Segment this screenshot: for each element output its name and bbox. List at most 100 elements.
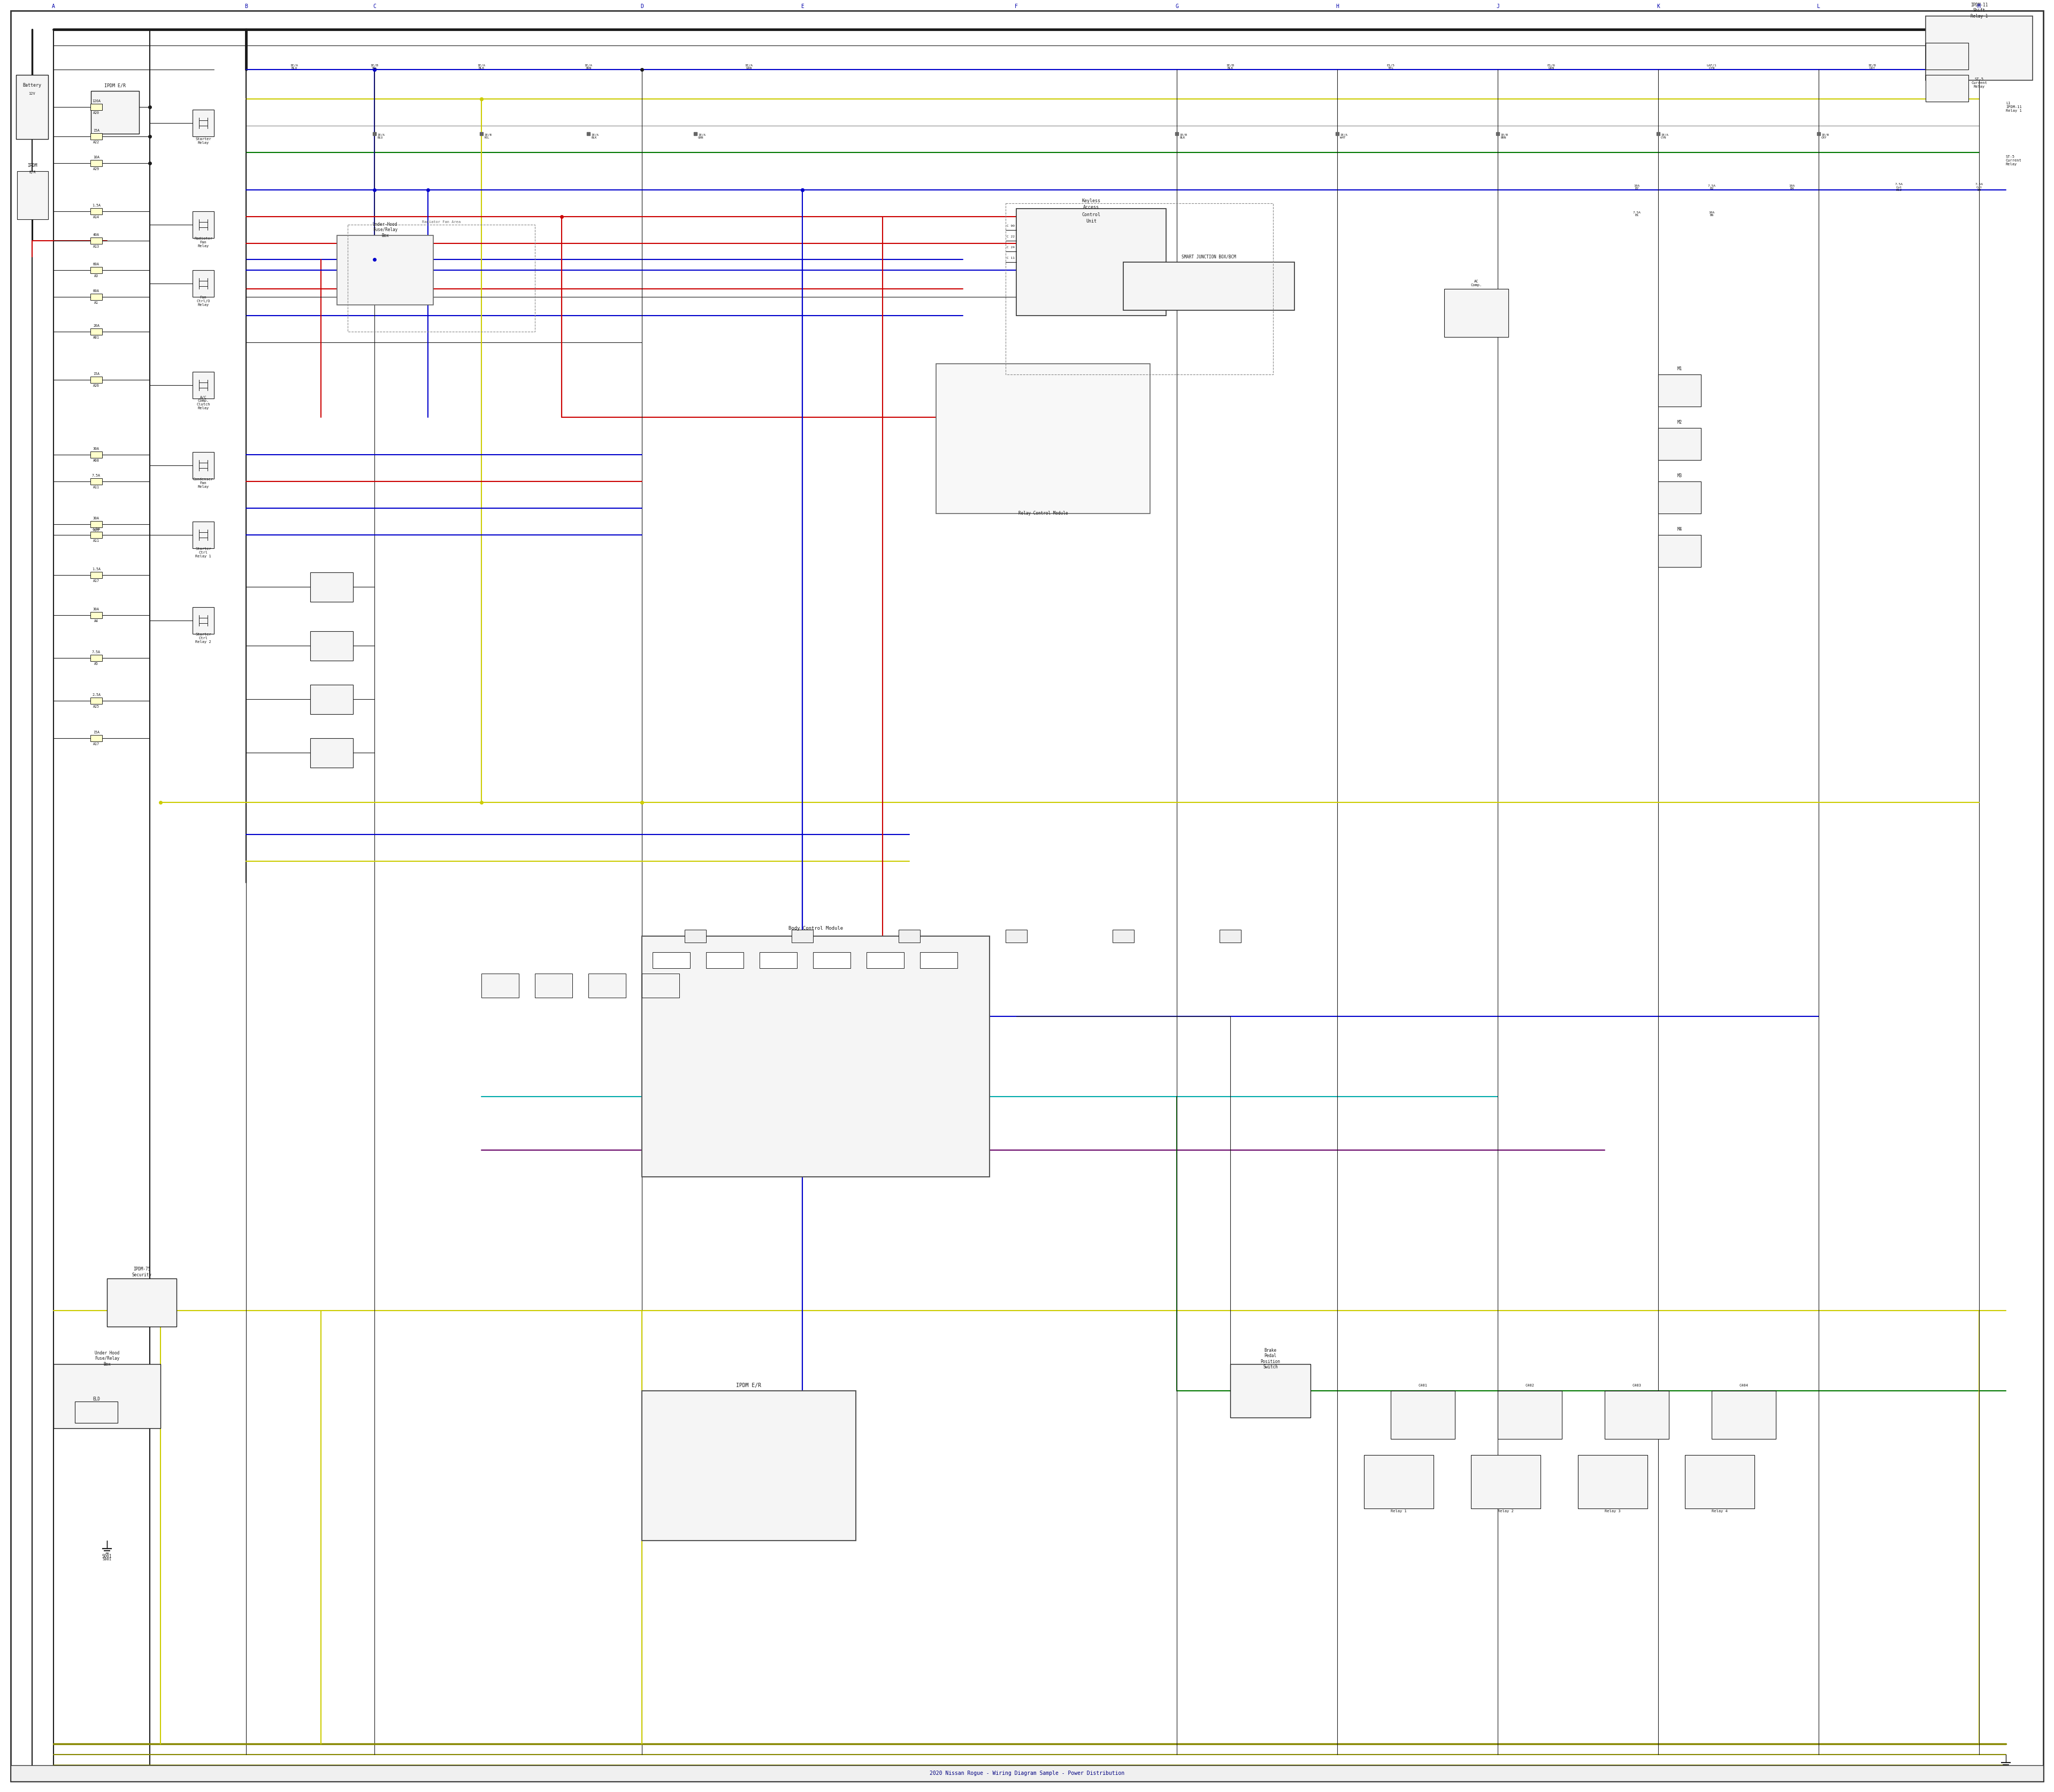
- Text: Body Control Module: Body Control Module: [789, 926, 842, 930]
- Bar: [90, 654, 103, 661]
- Text: IE/A
WHT: IE/A WHT: [1339, 134, 1347, 140]
- Text: 7.5A: 7.5A: [92, 473, 101, 477]
- Bar: [1604, 1391, 1668, 1439]
- Text: A25: A25: [92, 704, 99, 708]
- Text: 7.5A
Cut
B4: 7.5A Cut B4: [1976, 183, 1982, 192]
- Text: IE/A
CYN: IE/A CYN: [1662, 134, 1668, 140]
- Text: C 22: C 22: [1006, 235, 1015, 238]
- Text: A: A: [51, 4, 55, 9]
- Bar: [90, 532, 103, 538]
- Bar: [90, 697, 103, 704]
- Text: H: H: [1335, 4, 1339, 9]
- Bar: [1017, 208, 1167, 315]
- Text: A99: A99: [92, 529, 99, 532]
- Bar: [587, 973, 626, 998]
- Text: Relay Control Module: Relay Control Module: [1019, 511, 1068, 516]
- Text: ST-5
Current
Relay: ST-5 Current Relay: [1972, 77, 1986, 88]
- Bar: [1711, 1391, 1777, 1439]
- Bar: [193, 109, 214, 136]
- Bar: [641, 1391, 857, 1541]
- Bar: [1577, 1455, 1647, 1509]
- Bar: [481, 973, 520, 998]
- Bar: [74, 1401, 117, 1423]
- Text: 20A: 20A: [92, 324, 99, 328]
- Text: A29: A29: [92, 167, 99, 170]
- Bar: [1220, 930, 1241, 943]
- Text: E1/6
GRN: E1/6 GRN: [1547, 65, 1555, 70]
- Text: 7.5A
B1: 7.5A B1: [1633, 211, 1641, 217]
- Bar: [641, 935, 990, 1177]
- Text: 1.5A: 1.5A: [92, 568, 101, 572]
- Text: 30A: 30A: [92, 516, 99, 520]
- Bar: [310, 572, 353, 602]
- Bar: [193, 607, 214, 634]
- Text: C404: C404: [1740, 1383, 1748, 1387]
- Bar: [1124, 262, 1294, 310]
- Bar: [1444, 289, 1508, 337]
- Text: 12V: 12V: [29, 91, 35, 95]
- Bar: [1364, 1455, 1434, 1509]
- Text: 60A: 60A: [92, 263, 99, 265]
- Text: 60A: 60A: [92, 289, 99, 292]
- Text: Starter
Relay: Starter Relay: [195, 138, 212, 143]
- Bar: [90, 267, 103, 274]
- Bar: [1006, 930, 1027, 943]
- Bar: [193, 521, 214, 548]
- Text: IE/A
GRN: IE/A GRN: [746, 65, 754, 70]
- Text: F: F: [1015, 4, 1019, 9]
- Bar: [90, 133, 103, 140]
- Text: 30A: 30A: [92, 607, 99, 611]
- Bar: [867, 952, 904, 968]
- Text: 10A
B4: 10A B4: [1789, 185, 1795, 190]
- Text: LAF/1
CYN: LAF/1 CYN: [1707, 65, 1717, 70]
- Bar: [90, 572, 103, 579]
- Bar: [90, 521, 103, 527]
- Bar: [310, 685, 353, 715]
- Text: C401: C401: [1417, 1383, 1428, 1387]
- Bar: [920, 952, 957, 968]
- Text: 10A: 10A: [92, 156, 99, 159]
- Bar: [193, 211, 214, 238]
- Text: Access: Access: [1082, 204, 1099, 210]
- Bar: [937, 364, 1150, 514]
- Text: A17: A17: [92, 742, 99, 745]
- Text: S001: S001: [103, 1554, 111, 1559]
- Text: IPDM: IPDM: [27, 163, 37, 168]
- Text: C 24: C 24: [1006, 246, 1015, 249]
- Text: A5: A5: [94, 663, 99, 665]
- Text: M3: M3: [1678, 473, 1682, 478]
- Text: A26: A26: [92, 383, 99, 387]
- Text: A13: A13: [92, 246, 99, 249]
- Text: 120A: 120A: [92, 100, 101, 102]
- Text: A81: A81: [92, 335, 99, 339]
- Text: L: L: [1818, 4, 1820, 9]
- Text: A68: A68: [92, 459, 99, 462]
- Bar: [1391, 1391, 1454, 1439]
- Text: Unit: Unit: [1087, 219, 1097, 224]
- Bar: [1497, 1391, 1561, 1439]
- Text: Fan
Ctrl/O
Relay: Fan Ctrl/O Relay: [197, 296, 210, 306]
- Text: Relay 2: Relay 2: [1497, 1509, 1514, 1512]
- Text: C: C: [374, 4, 376, 9]
- Text: E: E: [801, 4, 803, 9]
- Bar: [107, 1278, 177, 1326]
- Text: Radiator
Fan
Relay: Radiator Fan Relay: [195, 237, 212, 247]
- Bar: [90, 478, 103, 484]
- Text: IE/A
BLK: IE/A BLK: [477, 65, 485, 70]
- Text: 2020 Nissan Rogue - Wiring Diagram Sample - Power Distribution: 2020 Nissan Rogue - Wiring Diagram Sampl…: [930, 1770, 1124, 1776]
- Text: Relay 3: Relay 3: [1604, 1509, 1621, 1512]
- Text: A11: A11: [92, 539, 99, 543]
- Bar: [90, 104, 103, 109]
- Bar: [653, 952, 690, 968]
- Text: 7.5A
B2: 7.5A B2: [1707, 185, 1715, 190]
- Text: 1.5A: 1.5A: [92, 204, 101, 208]
- Text: S001: S001: [103, 1557, 111, 1561]
- Bar: [193, 371, 214, 398]
- Bar: [53, 1364, 160, 1428]
- Text: SMART JUNCTION BOX/BCM: SMART JUNCTION BOX/BCM: [1181, 254, 1237, 260]
- Bar: [1658, 536, 1701, 566]
- Text: 7.5A: 7.5A: [92, 650, 101, 654]
- Bar: [900, 930, 920, 943]
- Bar: [90, 328, 103, 335]
- Text: IE/B
BRN: IE/B BRN: [1499, 134, 1508, 140]
